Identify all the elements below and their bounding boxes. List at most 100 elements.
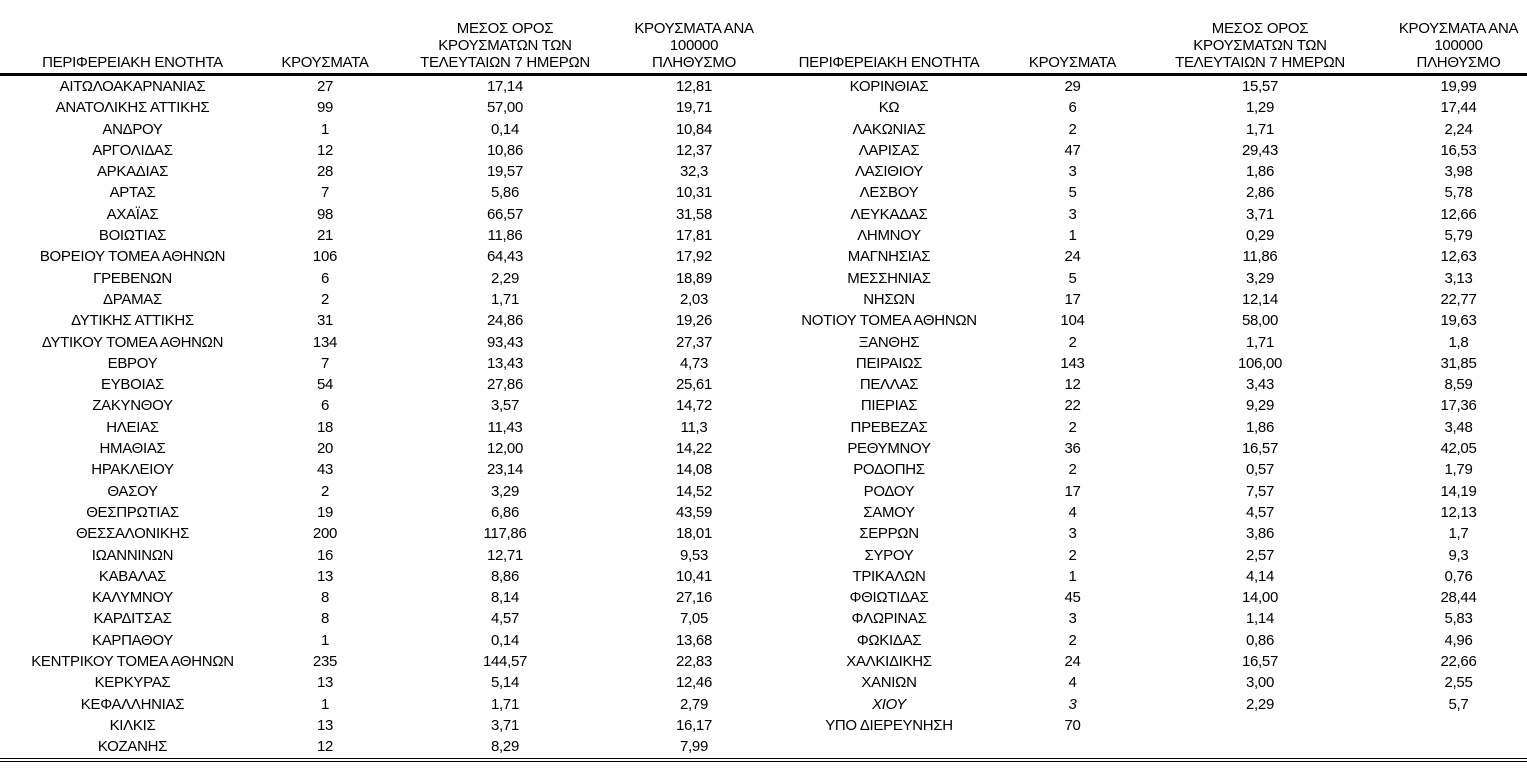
left-per100k-cell: 10,84 (675, 120, 713, 138)
right-per100k-cell: 28,44 (1440, 589, 1477, 607)
header-avg7-right: ΜΕΣΟΣ ΟΡΟΣ ΚΡΟΥΣΜΑΤΩΝ ΤΩΝ ΤΕΛΕΥΤΑΙΩΝ 7 Η… (1130, 0, 1390, 76)
right-per100k-cell: 14,19 (1440, 482, 1477, 500)
right-per100k-cell: 5,7 (1448, 695, 1469, 713)
left-region-cell: ΔΥΤΙΚΗΣ ΑΤΤΙΚΗΣ (71, 312, 194, 330)
left-avg7-cell: 10,86 (486, 141, 524, 159)
right-cases-cell: 1 (1068, 227, 1077, 245)
left-cases-cell: 7 (320, 184, 330, 202)
right-cases-cell: 4 (1068, 503, 1077, 521)
left-region-cell: ΑΝΑΤΟΛΙΚΗΣ ΑΤΤΙΚΗΣ (55, 99, 210, 117)
right-avg7-cell: 4,14 (1246, 567, 1274, 585)
left-avg7-cell: 13,43 (486, 354, 524, 372)
right-avg7-cell: 3,29 (1246, 269, 1274, 287)
table-row: ΚΟΖΑΝΗΣ 12 8,29 7,99 (0, 736, 1527, 759)
left-per100k-cell: 25,61 (675, 376, 713, 394)
table-row: ΕΒΡΟΥ 7 13,43 4,73 ΠΕΙΡΑΙΩΣ 143 106,00 31,85 (0, 353, 1527, 374)
left-avg7-cell: 0,14 (491, 631, 519, 649)
left-avg7-cell: 12,71 (486, 546, 524, 564)
right-region-cell: ΜΑΓΝΗΣΙΑΣ (847, 248, 931, 266)
right-region-cell: ΧΙΟΥ (872, 695, 906, 713)
left-cases-cell: 7 (320, 354, 330, 372)
left-region-cell: ΑΙΤΩΛΟΑΚΑΡΝΑΝΙΑΣ (59, 78, 206, 95)
right-cases-cell: 2 (1068, 631, 1077, 649)
left-cases-cell: 13 (316, 567, 334, 585)
right-region-cell: ΡΟΔΟΥ (863, 482, 915, 500)
left-avg7-cell: 57,00 (486, 99, 524, 117)
header-region-right: ΠΕΡΙΦΕΡΕΙΑΚΗ ΕΝΟΤΗΤΑ (763, 0, 1015, 76)
right-region-cell: ΦΩΚΙΔΑΣ (856, 631, 922, 649)
left-cases-cell: 2 (320, 482, 330, 500)
right-avg7-cell: 15,57 (1241, 78, 1279, 95)
right-per100k-cell: 5,79 (1444, 227, 1473, 245)
left-region-cell: ΕΒΡΟΥ (107, 354, 158, 372)
left-avg7-cell: 3,71 (491, 716, 519, 734)
table-row: ΙΩΑΝΝΙΝΩΝ 16 12,71 9,53 ΣΥΡΟΥ 2 2,57 9,3 (0, 545, 1527, 566)
table-row: ΒΟΡΕΙΟΥ ΤΟΜΕΑ ΑΘΗΝΩΝ 106 64,43 17,92 ΜΑΓΝΗΣΙ… (0, 246, 1527, 267)
right-cases-cell: 3 (1068, 205, 1077, 223)
table-row: ΑΙΤΩΛΟΑΚΑΡΝΑΝΙΑΣ 27 17,14 12,81 ΚΟΡΙΝΘΙΑΣ 29 1… (0, 75, 1527, 98)
left-region-cell: ΗΜΑΘΙΑΣ (99, 440, 166, 458)
left-cases-cell: 98 (316, 205, 334, 223)
left-per100k-cell: 2,79 (680, 695, 708, 713)
right-per100k-cell: 3,98 (1444, 163, 1473, 181)
right-per100k-cell: 4,96 (1444, 631, 1473, 649)
right-region-cell: ΠΡΕΒΕΖΑΣ (850, 418, 928, 436)
right-avg7-cell: 2,57 (1246, 546, 1274, 564)
left-cases-cell: 16 (316, 546, 334, 564)
left-region-cell: ΚΕΡΚΥΡΑΣ (94, 674, 171, 692)
left-per100k-cell: 4,73 (680, 354, 708, 372)
left-cases-cell: 13 (316, 674, 334, 692)
left-cases-cell: 106 (312, 248, 338, 266)
right-per100k-cell: 2,55 (1444, 674, 1473, 692)
right-avg7-cell: 1,86 (1246, 163, 1274, 181)
left-cases-cell: 1 (320, 631, 330, 649)
header-avg7-left: ΜΕΣΟΣ ΟΡΟΣ ΚΡΟΥΣΜΑΤΩΝ ΤΩΝ ΤΕΛΕΥΤΑΙΩΝ 7 Η… (385, 0, 625, 76)
left-per100k-cell: 19,26 (675, 312, 713, 330)
left-per100k-cell: 14,22 (675, 440, 713, 458)
left-cases-cell: 6 (320, 397, 330, 415)
right-region-cell: ΣΑΜΟΥ (863, 503, 915, 521)
header-per100k-left: ΚΡΟΥΣΜΑΤΑ ΑΝΑ 100000 ΠΛΗΘΥΣΜΟ (625, 0, 763, 76)
table-row: ΚΙΛΚΙΣ 13 3,71 16,17 ΥΠΟ ΔΙΕΡΕΥΝΗΣΗ 70 (0, 715, 1527, 736)
right-cases-cell: 36 (1064, 440, 1081, 458)
left-avg7-cell: 117,86 (483, 525, 527, 543)
left-region-cell: ΚΑΛΥΜΝΟΥ (91, 589, 174, 607)
left-per100k-cell: 18,89 (675, 269, 713, 287)
table-row: ΑΧΑΪΑΣ 98 66,57 31,58 ΛΕΥΚΑΔΑΣ 3 3,71 12,66 (0, 204, 1527, 225)
right-per100k-cell: 19,99 (1440, 78, 1477, 95)
header-row: ΠΕΡΙΦΕΡΕΙΑΚΗ ΕΝΟΤΗΤΑ ΚΡΟΥΣΜΑΤΑ ΜΕΣΟΣ ΟΡΟ… (0, 0, 1527, 76)
table-row: ΚΑΛΥΜΝΟΥ 8 8,14 27,16 ΦΘΙΩΤΙΔΑΣ 45 14,00 28,44 (0, 587, 1527, 608)
right-cases-cell: 5 (1068, 269, 1077, 287)
left-avg7-cell: 1,71 (491, 695, 519, 713)
right-avg7-cell: 1,29 (1246, 99, 1274, 117)
left-region-cell: ΒΟΡΕΙΟΥ ΤΟΜΕΑ ΑΘΗΝΩΝ (39, 248, 226, 266)
right-cases-cell: 2 (1068, 461, 1077, 479)
right-region-cell: ΠΙΕΡΙΑΣ (860, 397, 918, 415)
left-region-cell: ΔΡΑΜΑΣ (103, 290, 162, 308)
left-region-cell: ΕΥΒΟΙΑΣ (100, 376, 165, 394)
right-per100k-cell (1390, 736, 1527, 759)
right-per100k-cell: 3,13 (1444, 269, 1473, 287)
left-region-cell: ΘΕΣΠΡΩΤΙΑΣ (86, 503, 179, 521)
right-cases-cell: 6 (1068, 99, 1077, 117)
left-cases-cell: 19 (316, 503, 334, 521)
right-per100k-cell: 1,79 (1444, 461, 1473, 479)
right-per100k-cell: 5,78 (1444, 184, 1473, 202)
right-avg7-cell: 7,57 (1246, 482, 1274, 500)
right-region-cell: ΚΟΡΙΝΘΙΑΣ (849, 78, 929, 95)
left-per100k-cell: 12,81 (675, 78, 713, 95)
right-avg7-cell: 2,86 (1246, 184, 1274, 202)
right-region-cell: ΛΑΚΩΝΙΑΣ (852, 120, 926, 138)
right-cases-cell: 143 (1060, 354, 1085, 372)
right-cases-cell: 5 (1068, 184, 1077, 202)
right-avg7-cell: 12,14 (1241, 290, 1279, 308)
left-per100k-cell: 7,05 (680, 610, 708, 628)
right-region-cell: ΜΕΣΣΗΝΙΑΣ (847, 269, 931, 287)
right-per100k-cell: 5,83 (1444, 610, 1473, 628)
left-per100k-cell: 14,08 (675, 461, 713, 479)
right-avg7-cell: 14,00 (1241, 589, 1279, 607)
right-per100k-cell: 1,8 (1448, 333, 1469, 351)
left-per100k-cell: 11,3 (680, 418, 708, 436)
table-row: ΘΕΣΠΡΩΤΙΑΣ 19 6,86 43,59 ΣΑΜΟΥ 4 4,57 12,13 (0, 502, 1527, 523)
